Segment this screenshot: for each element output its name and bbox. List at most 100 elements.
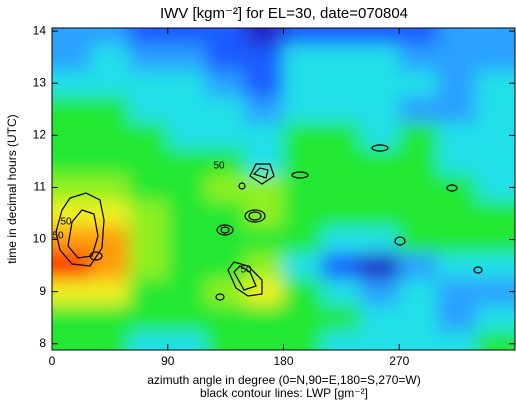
heat-cell <box>398 147 439 175</box>
heat-cell <box>90 330 130 350</box>
heat-cell <box>244 330 284 350</box>
heat-cell <box>167 121 207 149</box>
heat-cell <box>205 226 246 254</box>
heat-cell <box>244 95 284 123</box>
heat-cell <box>321 69 362 97</box>
heat-cell <box>475 95 515 123</box>
heat-cell <box>321 278 362 306</box>
heat-cell <box>283 304 323 332</box>
heat-cell <box>360 173 400 201</box>
heat-cell <box>167 147 207 175</box>
contour <box>446 184 458 192</box>
lwp-contours <box>55 144 483 301</box>
heat-cell <box>205 278 246 306</box>
x-axis-label: azimuth angle in degree (0=N,90=E,180=S,… <box>147 373 421 387</box>
contour <box>394 236 406 246</box>
heat-cell <box>167 69 207 97</box>
heat-cell <box>167 95 207 123</box>
heat-cell <box>398 199 439 228</box>
heat-cell <box>244 69 284 97</box>
heat-cell <box>128 278 169 306</box>
heat-cell <box>475 252 515 280</box>
heat-cell <box>398 95 439 123</box>
heat-cell <box>283 69 323 97</box>
heat-cell <box>167 304 207 332</box>
chart-title: IWV [kgm⁻²] for EL=30, date=070804 <box>160 5 408 22</box>
heat-cell <box>360 226 400 254</box>
heat-cell <box>283 95 323 123</box>
heat-cell <box>398 304 439 332</box>
x-tick-label: 90 <box>161 354 175 368</box>
y-tick-label: 12 <box>33 128 47 142</box>
heat-cell <box>52 278 92 306</box>
heat-cell <box>128 69 169 97</box>
heatmap-cells <box>52 28 515 350</box>
contour <box>291 171 309 179</box>
heat-cell <box>321 28 362 45</box>
heat-cell <box>437 278 477 306</box>
heat-cell <box>52 28 92 45</box>
contour <box>473 266 483 274</box>
heat-cell <box>244 278 284 306</box>
heat-cell <box>283 28 323 45</box>
contour <box>227 261 263 297</box>
heat-cell <box>437 28 477 45</box>
heat-cell <box>167 199 207 228</box>
heat-cell <box>205 43 246 71</box>
heat-cell <box>437 226 477 254</box>
heat-cell <box>321 252 362 280</box>
contour <box>67 209 99 259</box>
heat-cell <box>128 43 169 71</box>
y-axis-label: time in decimal hours (UTC) <box>5 114 19 263</box>
heat-cell <box>128 330 169 350</box>
heat-cell <box>437 147 477 175</box>
x-tick-label: 180 <box>273 354 293 368</box>
heat-cell <box>398 69 439 97</box>
heat-cell <box>244 304 284 332</box>
heat-cell <box>167 226 207 254</box>
heat-cell <box>475 28 515 45</box>
heat-cell <box>321 121 362 149</box>
heat-cell <box>360 28 400 45</box>
heat-cell <box>321 226 362 254</box>
heat-cell <box>205 95 246 123</box>
heat-cell <box>283 278 323 306</box>
heat-cell <box>283 330 323 350</box>
heat-cell <box>360 252 400 280</box>
heat-cell <box>244 147 284 175</box>
contour-label: 50 <box>240 265 252 276</box>
heat-cell <box>52 121 92 149</box>
heat-cell <box>90 28 130 45</box>
heat-cell <box>205 147 246 175</box>
heat-cell <box>128 95 169 123</box>
heat-cell <box>128 199 169 228</box>
y-tick-label: 10 <box>33 232 47 246</box>
heat-cell <box>398 226 439 254</box>
heat-cell <box>283 121 323 149</box>
heat-cell <box>437 69 477 97</box>
heat-cell <box>360 147 400 175</box>
heat-cell <box>205 69 246 97</box>
heat-cell <box>321 43 362 71</box>
heat-cell <box>398 43 439 71</box>
heat-cell <box>437 199 477 228</box>
heat-cell <box>205 304 246 332</box>
heat-cell <box>360 43 400 71</box>
heat-cell <box>437 43 477 71</box>
x-tick-label: 270 <box>389 354 409 368</box>
y-tick-label: 8 <box>39 336 46 350</box>
heat-cell <box>437 304 477 332</box>
heat-cell <box>360 278 400 306</box>
heatmap <box>52 28 515 350</box>
heat-cell <box>437 95 477 123</box>
heat-cell <box>52 304 92 332</box>
heat-cell <box>52 69 92 97</box>
heat-cell <box>360 304 400 332</box>
contour <box>248 211 262 221</box>
heat-cell <box>283 199 323 228</box>
heat-cell <box>205 121 246 149</box>
contour <box>233 265 257 291</box>
heat-cell <box>244 28 284 45</box>
heat-cell <box>90 173 130 201</box>
